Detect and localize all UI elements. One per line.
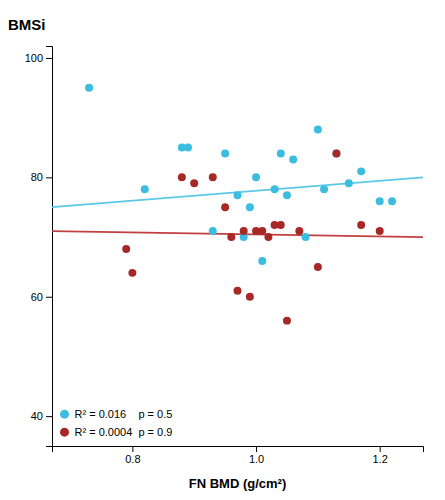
point [264,233,272,241]
point [345,179,353,187]
y-axis: 40 60 80 100 [25,47,53,447]
legend: R² = 0.016 p = 0.5 R² = 0.0004 p = 0.9 [60,408,172,438]
y-axis-line [46,47,53,447]
point [332,149,340,157]
point [178,173,186,181]
tick-mark [132,446,133,452]
trend-line [52,231,423,237]
trend-line [52,177,423,207]
point [252,173,260,181]
x-axis-line [53,447,424,453]
point [283,191,291,199]
tick-mark [46,297,52,298]
point [258,257,266,265]
tick-mark [380,446,381,452]
point [320,185,328,193]
tick-label: 1.2 [373,453,388,465]
point [221,203,229,211]
tick: 1.2 [373,446,388,465]
tick-mark [46,177,52,178]
legend-label: R² = 0.016 p = 0.5 [75,408,173,420]
point [240,227,248,235]
tick: 80 [31,171,52,183]
tick: 0.8 [125,446,140,465]
tick: 1.0 [249,446,264,465]
y-axis-title: BMSi [8,16,46,33]
point [209,227,217,235]
point-group [122,149,383,324]
point [277,221,285,229]
point [184,144,192,152]
point [277,149,285,157]
point [234,287,242,295]
point-group [85,84,396,265]
legend-marker [60,410,69,419]
point [314,126,322,134]
point [221,149,229,157]
tick: 40 [31,410,52,422]
tick-label: 60 [31,291,43,303]
point [388,197,396,205]
point [302,233,310,241]
point [258,227,266,235]
point [246,293,254,301]
legend-marker [60,428,69,437]
point [128,269,136,277]
tick-label: 100 [25,52,43,64]
plot: 0.8 1.0 1.2 40 60 80 100 FN BMD (g/cm²) BMSi R² =… [8,16,424,491]
point [376,227,384,235]
tick-label: 0.8 [125,453,140,465]
tick-label: 40 [31,410,43,422]
point [122,245,130,253]
chart: 0.8 1.0 1.2 40 60 80 100 FN BMD (g/cm²) BMSi R² =… [0,0,445,500]
tick-label: 1.0 [249,453,264,465]
tick-mark [46,416,52,417]
point [289,155,297,163]
point [314,263,322,271]
x-axis-title: FN BMD (g/cm²) [189,476,287,491]
point [246,203,254,211]
point [234,191,242,199]
point [357,221,365,229]
point [209,173,217,181]
legend-item: R² = 0.016 p = 0.5 [60,408,172,420]
point [271,185,279,193]
point [332,149,340,157]
tick: 60 [31,291,52,303]
tick-label: 80 [31,171,43,183]
point [376,197,384,205]
point [227,233,235,241]
tick: 100 [25,52,52,64]
point [85,84,93,92]
legend-item: R² = 0.0004 p = 0.9 [60,426,172,438]
point [357,167,365,175]
tick-mark [256,446,257,452]
point [283,317,291,325]
x-axis: 0.8 1.0 1.2 [53,446,424,465]
legend-label: R² = 0.0004 p = 0.9 [75,426,173,438]
point [141,185,149,193]
marks [52,84,423,325]
point [295,227,303,235]
tick-mark [46,58,52,59]
point [190,179,198,187]
